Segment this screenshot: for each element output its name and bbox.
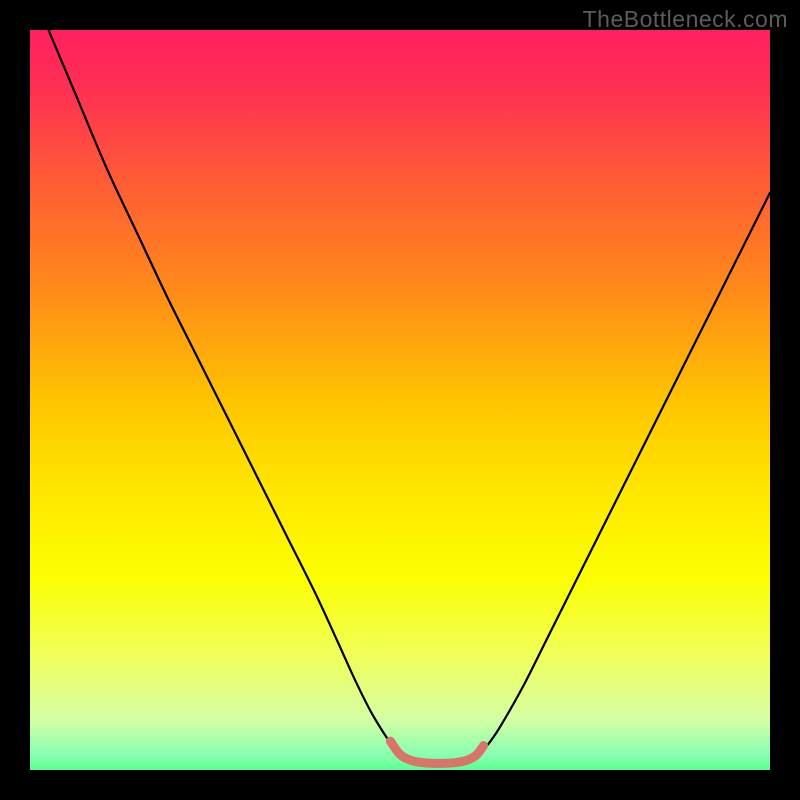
chart-container: TheBottleneck.com xyxy=(0,0,800,800)
chart-plot-area xyxy=(30,30,770,770)
chart-svg xyxy=(0,0,800,800)
watermark-text: TheBottleneck.com xyxy=(583,6,788,33)
